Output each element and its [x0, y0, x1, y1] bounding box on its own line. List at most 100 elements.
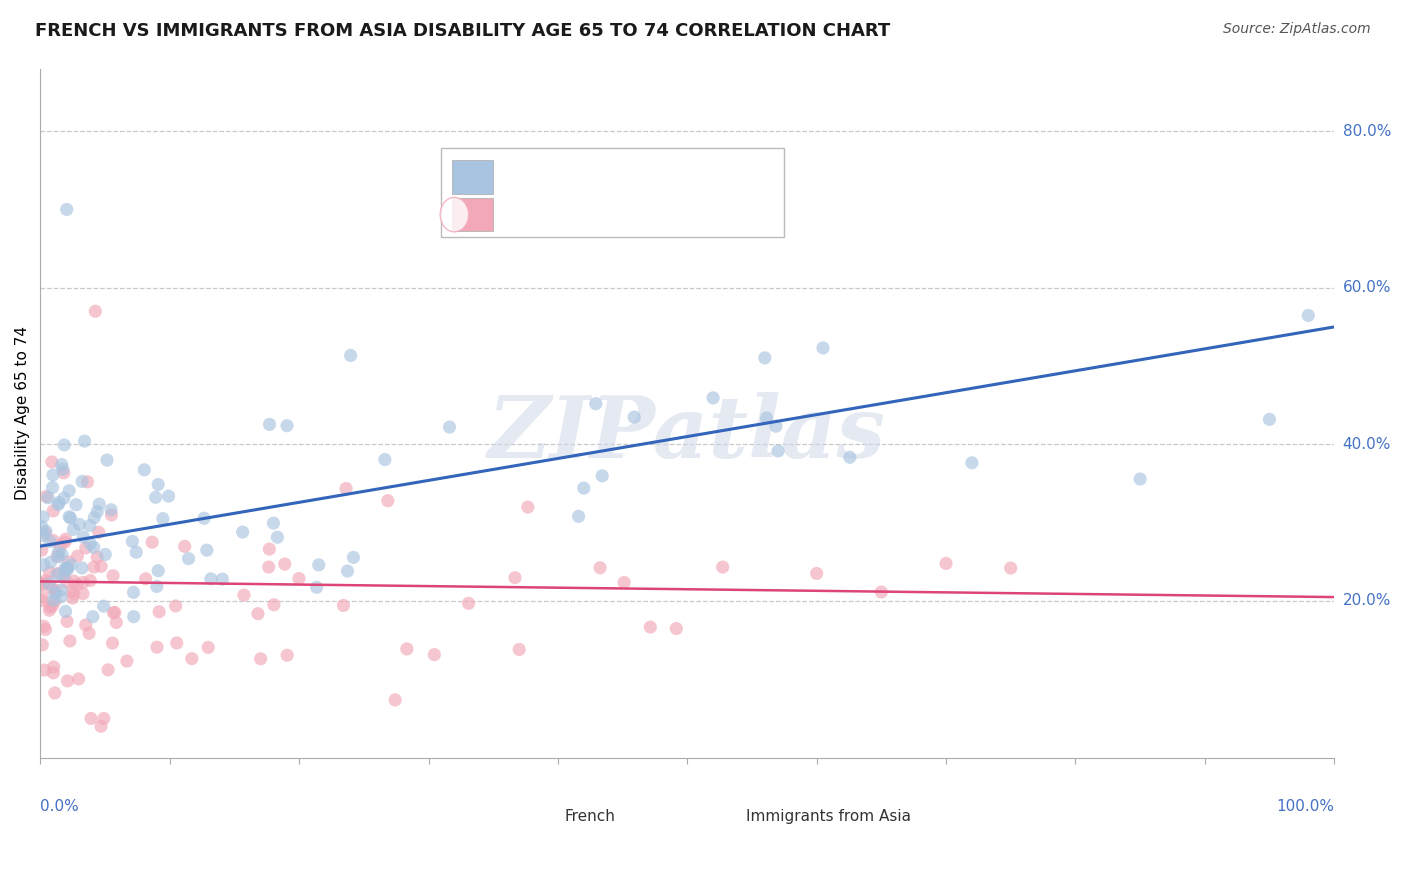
- Point: [503, 571, 526, 585]
- Point: [177, 551, 200, 566]
- Point: [122, 609, 145, 624]
- Point: [146, 579, 169, 593]
- Point: [38, 603, 60, 617]
- Point: [41, 455, 63, 469]
- Point: [56, 560, 79, 574]
- Point: [73, 434, 96, 449]
- Point: [623, 410, 645, 425]
- Point: [70, 561, 93, 575]
- Point: [35, 490, 58, 504]
- Point: [44, 686, 66, 700]
- Point: [39, 600, 62, 615]
- Point: [152, 511, 174, 525]
- Point: [52, 466, 75, 480]
- Point: [423, 648, 446, 662]
- Point: [44, 594, 66, 608]
- Point: [83, 510, 105, 524]
- Point: [960, 456, 983, 470]
- Point: [702, 391, 724, 405]
- Point: [32, 558, 55, 572]
- Point: [35, 524, 58, 539]
- Text: FRENCH VS IMMIGRANTS FROM ASIA DISABILITY AGE 65 TO 74 CORRELATION CHART: FRENCH VS IMMIGRANTS FROM ASIA DISABILIT…: [35, 22, 890, 40]
- Point: [72, 586, 94, 600]
- Point: [100, 508, 122, 522]
- Point: [1258, 412, 1281, 426]
- Point: [62, 523, 84, 537]
- Point: [31, 577, 53, 591]
- Point: [233, 588, 256, 602]
- Point: [105, 615, 128, 630]
- Point: [46, 566, 69, 581]
- Point: [200, 572, 222, 586]
- Text: R =: R =: [502, 207, 537, 222]
- Point: [101, 568, 124, 582]
- Point: [34, 526, 56, 541]
- Point: [148, 605, 170, 619]
- Point: [86, 505, 108, 519]
- Point: [572, 481, 595, 495]
- Point: [82, 609, 104, 624]
- Point: [51, 458, 73, 472]
- FancyBboxPatch shape: [704, 804, 741, 830]
- Point: [39, 555, 62, 569]
- Point: [52, 462, 75, 476]
- Point: [765, 419, 787, 434]
- Point: [84, 304, 107, 318]
- Point: [339, 349, 361, 363]
- Point: [83, 560, 105, 574]
- Point: [49, 590, 72, 604]
- Point: [232, 524, 254, 539]
- Point: [263, 598, 285, 612]
- Point: [305, 580, 328, 594]
- Point: [157, 489, 180, 503]
- Point: [121, 534, 143, 549]
- Point: [104, 606, 127, 620]
- Point: [838, 450, 860, 465]
- Point: [37, 491, 59, 505]
- Point: [591, 468, 613, 483]
- Point: [134, 463, 156, 477]
- Point: [332, 599, 354, 613]
- Point: [35, 574, 58, 588]
- Y-axis label: Disability Age 65 to 74: Disability Age 65 to 74: [15, 326, 30, 500]
- Point: [79, 574, 101, 588]
- Point: [262, 516, 284, 530]
- Point: [665, 622, 688, 636]
- Point: [55, 202, 77, 217]
- Point: [66, 577, 89, 591]
- Point: [246, 607, 269, 621]
- Point: [67, 672, 90, 686]
- Point: [195, 543, 218, 558]
- Point: [42, 660, 65, 674]
- Point: [276, 418, 298, 433]
- Point: [41, 599, 63, 613]
- Point: [585, 397, 607, 411]
- Text: 98: 98: [690, 169, 717, 185]
- Point: [342, 550, 364, 565]
- Point: [65, 498, 87, 512]
- Text: Source: ZipAtlas.com: Source: ZipAtlas.com: [1223, 22, 1371, 37]
- Point: [31, 519, 53, 533]
- Text: N =: N =: [638, 169, 673, 185]
- Point: [32, 528, 55, 542]
- Point: [257, 560, 280, 574]
- Point: [32, 619, 55, 633]
- Point: [173, 540, 195, 554]
- Point: [75, 618, 97, 632]
- Point: [276, 648, 298, 663]
- Text: -0.047: -0.047: [551, 207, 609, 222]
- Point: [42, 504, 65, 518]
- Point: [51, 583, 73, 598]
- Point: [93, 599, 115, 613]
- FancyBboxPatch shape: [441, 148, 785, 237]
- Point: [72, 530, 94, 544]
- Text: R =: R =: [502, 169, 537, 185]
- Point: [76, 475, 98, 489]
- Point: [63, 574, 86, 589]
- FancyBboxPatch shape: [523, 804, 560, 830]
- FancyBboxPatch shape: [451, 160, 494, 194]
- Point: [59, 511, 82, 525]
- Point: [31, 543, 53, 558]
- Point: [439, 420, 461, 434]
- Point: [53, 561, 76, 575]
